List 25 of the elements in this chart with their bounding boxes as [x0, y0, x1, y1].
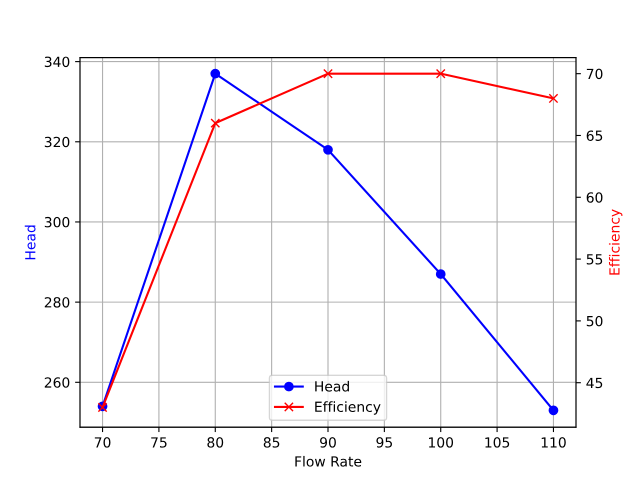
y2-tick-label: 45	[586, 378, 602, 388]
y2-axis-title: Efficiency	[608, 209, 622, 275]
x-tick-label: 110	[542, 437, 566, 448]
x-tick-label: 95	[376, 437, 392, 448]
y2-tick-label: 50	[586, 316, 602, 326]
y2-tick-label: 65	[586, 130, 602, 141]
x-tick-label: 100	[429, 437, 454, 448]
x-tick-label: 80	[207, 437, 224, 448]
y2-tick-label: 55	[586, 254, 602, 265]
y2-tick-label: 60	[586, 192, 602, 203]
legend-label: Head	[315, 380, 349, 392]
y-tick-label: 260	[44, 377, 70, 388]
y-tick-label: 280	[44, 297, 70, 308]
x-tick-label: 70	[94, 437, 110, 448]
x-tick-label: 75	[151, 437, 167, 448]
x-tick-label: 105	[485, 437, 510, 448]
x-axis-title: Flow Rate	[295, 456, 362, 467]
x-tick-label: 90	[320, 437, 336, 448]
y-tick-label: 320	[44, 136, 70, 148]
y-tick-label: 340	[44, 56, 70, 68]
y-axis-title: Head	[24, 226, 36, 260]
y-tick-label: 300	[44, 216, 70, 228]
legend-label: Efficiency	[315, 401, 381, 415]
x-tick-label: 85	[264, 437, 280, 448]
y2-tick-label: 70	[586, 68, 602, 80]
